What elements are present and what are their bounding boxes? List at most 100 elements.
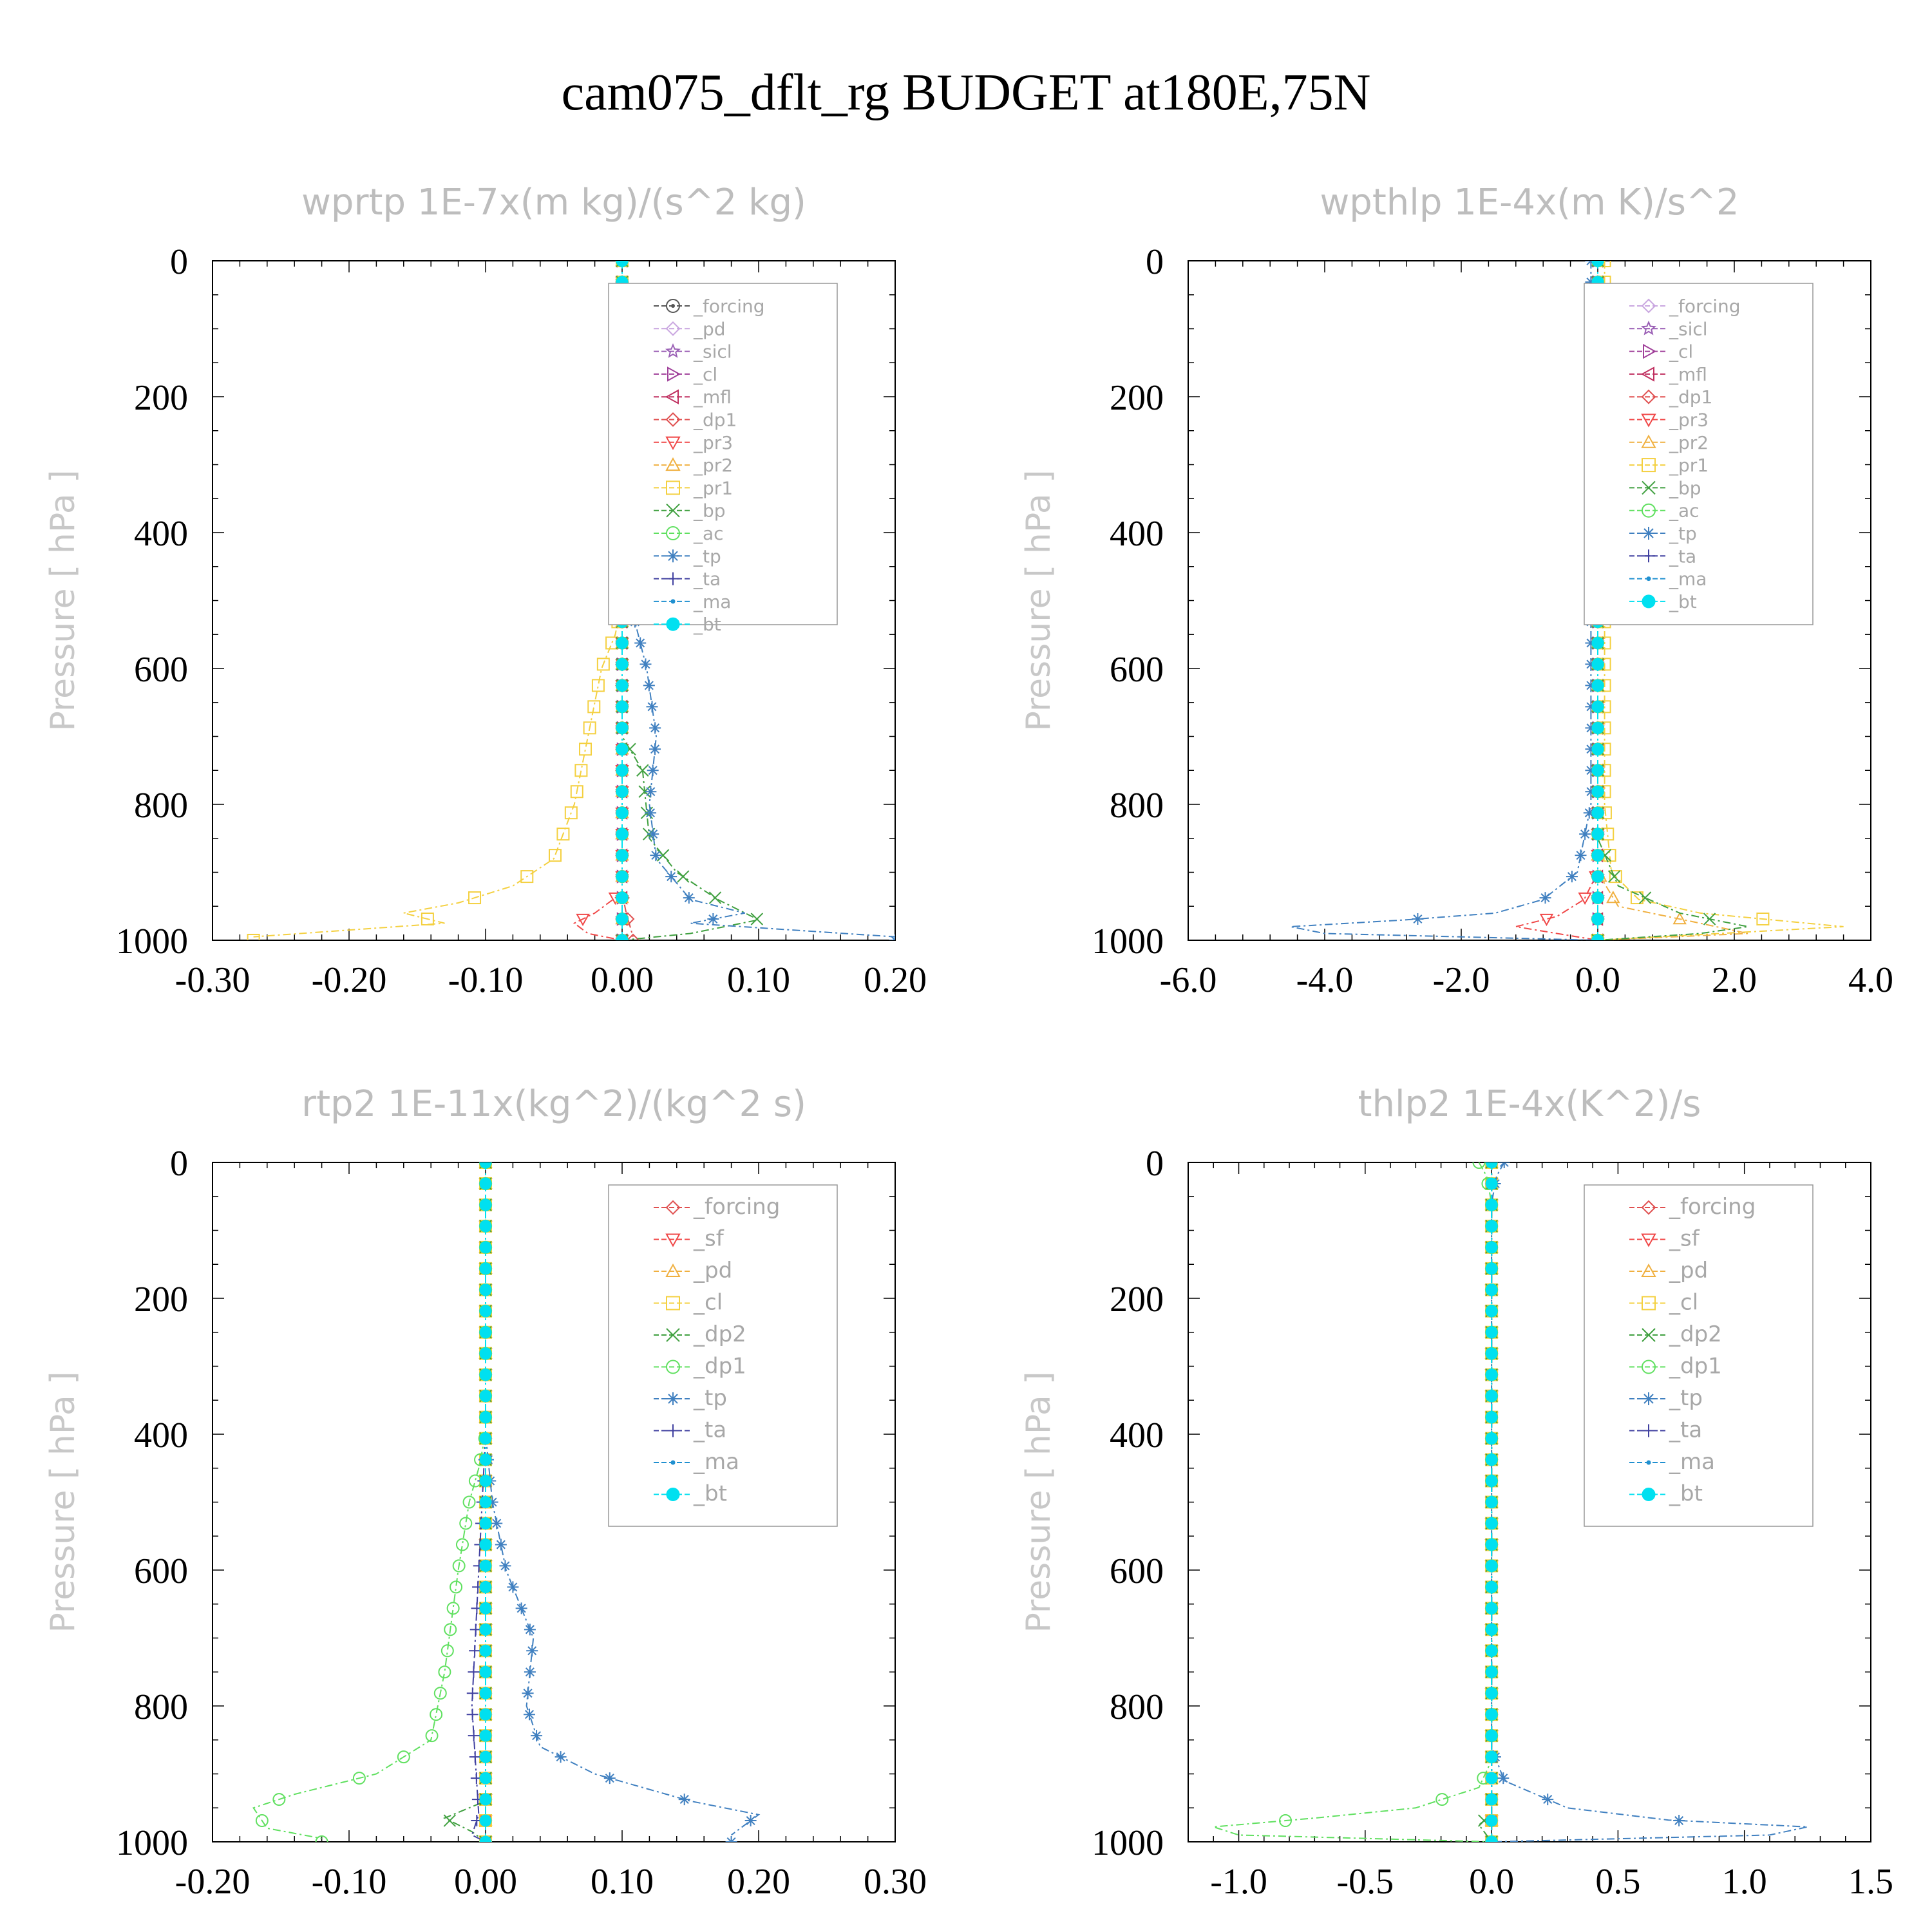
legend-marker: [1641, 389, 1656, 404]
data-point: [479, 1390, 492, 1403]
data-point: [1485, 1835, 1498, 1842]
data-point: [1485, 1729, 1498, 1742]
y-tick-label: 1000: [116, 1823, 188, 1863]
data-point: [479, 1687, 492, 1700]
legend-item: _forcing: [1629, 1194, 1756, 1220]
legend-marker: [1641, 1200, 1656, 1215]
legend-label: _bp: [693, 500, 726, 522]
x-tick-label: 0.0: [1575, 960, 1620, 1000]
legend-label: _pr3: [1669, 410, 1709, 431]
data-point: [1579, 828, 1591, 840]
data-point: [1591, 891, 1604, 904]
legend: _forcing_pd_sicl_cl_mfl_dp1_pr3_pr2_pr1_…: [608, 283, 838, 635]
data-point: [479, 1326, 492, 1339]
legend-item: _pr3: [654, 432, 733, 453]
y-tick-label: 0: [170, 242, 188, 282]
legend-item: _sf: [1629, 1226, 1700, 1252]
legend-item: _ma: [1629, 569, 1707, 590]
legend-label: _pr1: [693, 477, 733, 498]
legend-item: _ta: [654, 1417, 726, 1443]
series-bt: [1485, 1162, 1498, 1842]
legend-item: _mfl: [1629, 364, 1707, 385]
legend-marker: [667, 366, 681, 382]
series-tp: [1290, 261, 1604, 940]
y-tick-label: 400: [134, 514, 188, 554]
data-point: [466, 1709, 478, 1721]
legend-marker: [1642, 1328, 1656, 1342]
y-axis-label: Pressure [ hPa ]: [1019, 1371, 1058, 1633]
data-point: [479, 1772, 492, 1785]
y-tick-label: 1000: [1092, 1823, 1164, 1863]
legend-marker: [665, 321, 681, 336]
data-point: [1585, 743, 1597, 755]
data-point: [455, 1538, 469, 1551]
x-tick-label: 0.10: [591, 1862, 654, 1902]
y-tick-label: 0: [1146, 242, 1164, 282]
data-point: [469, 1751, 481, 1763]
y-tick-label: 800: [134, 786, 188, 826]
data-point: [479, 1262, 492, 1275]
chart-panel-3: rtp2 1E-11x(kg^2)/(kg^2 s) Pressure [ hPa…: [44, 1083, 927, 1902]
data-point: [433, 1687, 447, 1700]
legend-item: _cl: [654, 364, 717, 385]
y-tick-label: 200: [1110, 1280, 1164, 1320]
data-point: [397, 1750, 410, 1764]
data-point: [1485, 1162, 1498, 1169]
data-point: [531, 1730, 543, 1742]
legend-item: _dp1: [654, 410, 737, 431]
y-axis-label: Pressure [ hPa ]: [1019, 469, 1058, 731]
data-point: [1485, 1220, 1498, 1233]
legend-marker: [665, 1263, 681, 1277]
data-point: [616, 913, 629, 925]
legend-marker: [1642, 1488, 1656, 1501]
data-point: [1591, 764, 1604, 777]
x-tick-label: 4.0: [1848, 960, 1893, 1000]
legend-item: _bt: [654, 1481, 727, 1507]
legend-marker: [665, 1233, 681, 1247]
legend-item: _pd: [654, 318, 726, 339]
data-point: [479, 1432, 492, 1445]
legend-label: _dp1: [1669, 1354, 1722, 1379]
legend-item: _ta: [1629, 1417, 1702, 1443]
data-point: [1598, 261, 1611, 267]
series-line: [252, 1162, 486, 1839]
legend-marker: [667, 572, 679, 585]
legend-item: _forcing: [654, 296, 765, 317]
data-point: [468, 1730, 480, 1742]
data-point: [479, 1644, 492, 1657]
legend-item: _bt: [654, 614, 721, 635]
data-point: [576, 913, 590, 927]
data-point: [1591, 828, 1604, 840]
data-point: [526, 1645, 538, 1657]
legend-item: _sicl: [654, 341, 732, 363]
legend-marker: [666, 1488, 680, 1501]
data-point: [352, 1772, 366, 1785]
legend-label: _ta: [693, 1417, 726, 1443]
legend-label: _pr1: [1669, 455, 1709, 476]
data-point: [1485, 1177, 1498, 1190]
data-point: [725, 1836, 737, 1842]
x-tick-label: 0.20: [727, 1862, 790, 1902]
data-point: [479, 1623, 492, 1636]
series-line: [1597, 261, 1748, 940]
data-point: [750, 913, 764, 925]
legend-item: _mfl: [654, 386, 732, 408]
data-point: [479, 1517, 492, 1530]
y-tick-label: 1000: [116, 922, 188, 961]
legend-item: _pr3: [1629, 410, 1709, 431]
x-tick-label: 0.0: [1469, 1862, 1514, 1902]
data-point: [1591, 636, 1604, 649]
legend-label: _pr3: [693, 432, 733, 453]
y-tick-label: 600: [134, 650, 188, 690]
data-point: [564, 806, 578, 820]
y-tick-label: 600: [1110, 1551, 1164, 1591]
data-point: [645, 807, 657, 819]
legend-label: _tp: [693, 1385, 727, 1411]
legend-marker: [666, 526, 680, 540]
legend-item: _forcing: [654, 1194, 780, 1220]
legend-marker: [1646, 576, 1651, 582]
data-point: [616, 764, 629, 777]
legend-marker: [666, 1296, 680, 1311]
data-point: [452, 1559, 466, 1573]
legend-item: _ta: [1629, 545, 1696, 567]
